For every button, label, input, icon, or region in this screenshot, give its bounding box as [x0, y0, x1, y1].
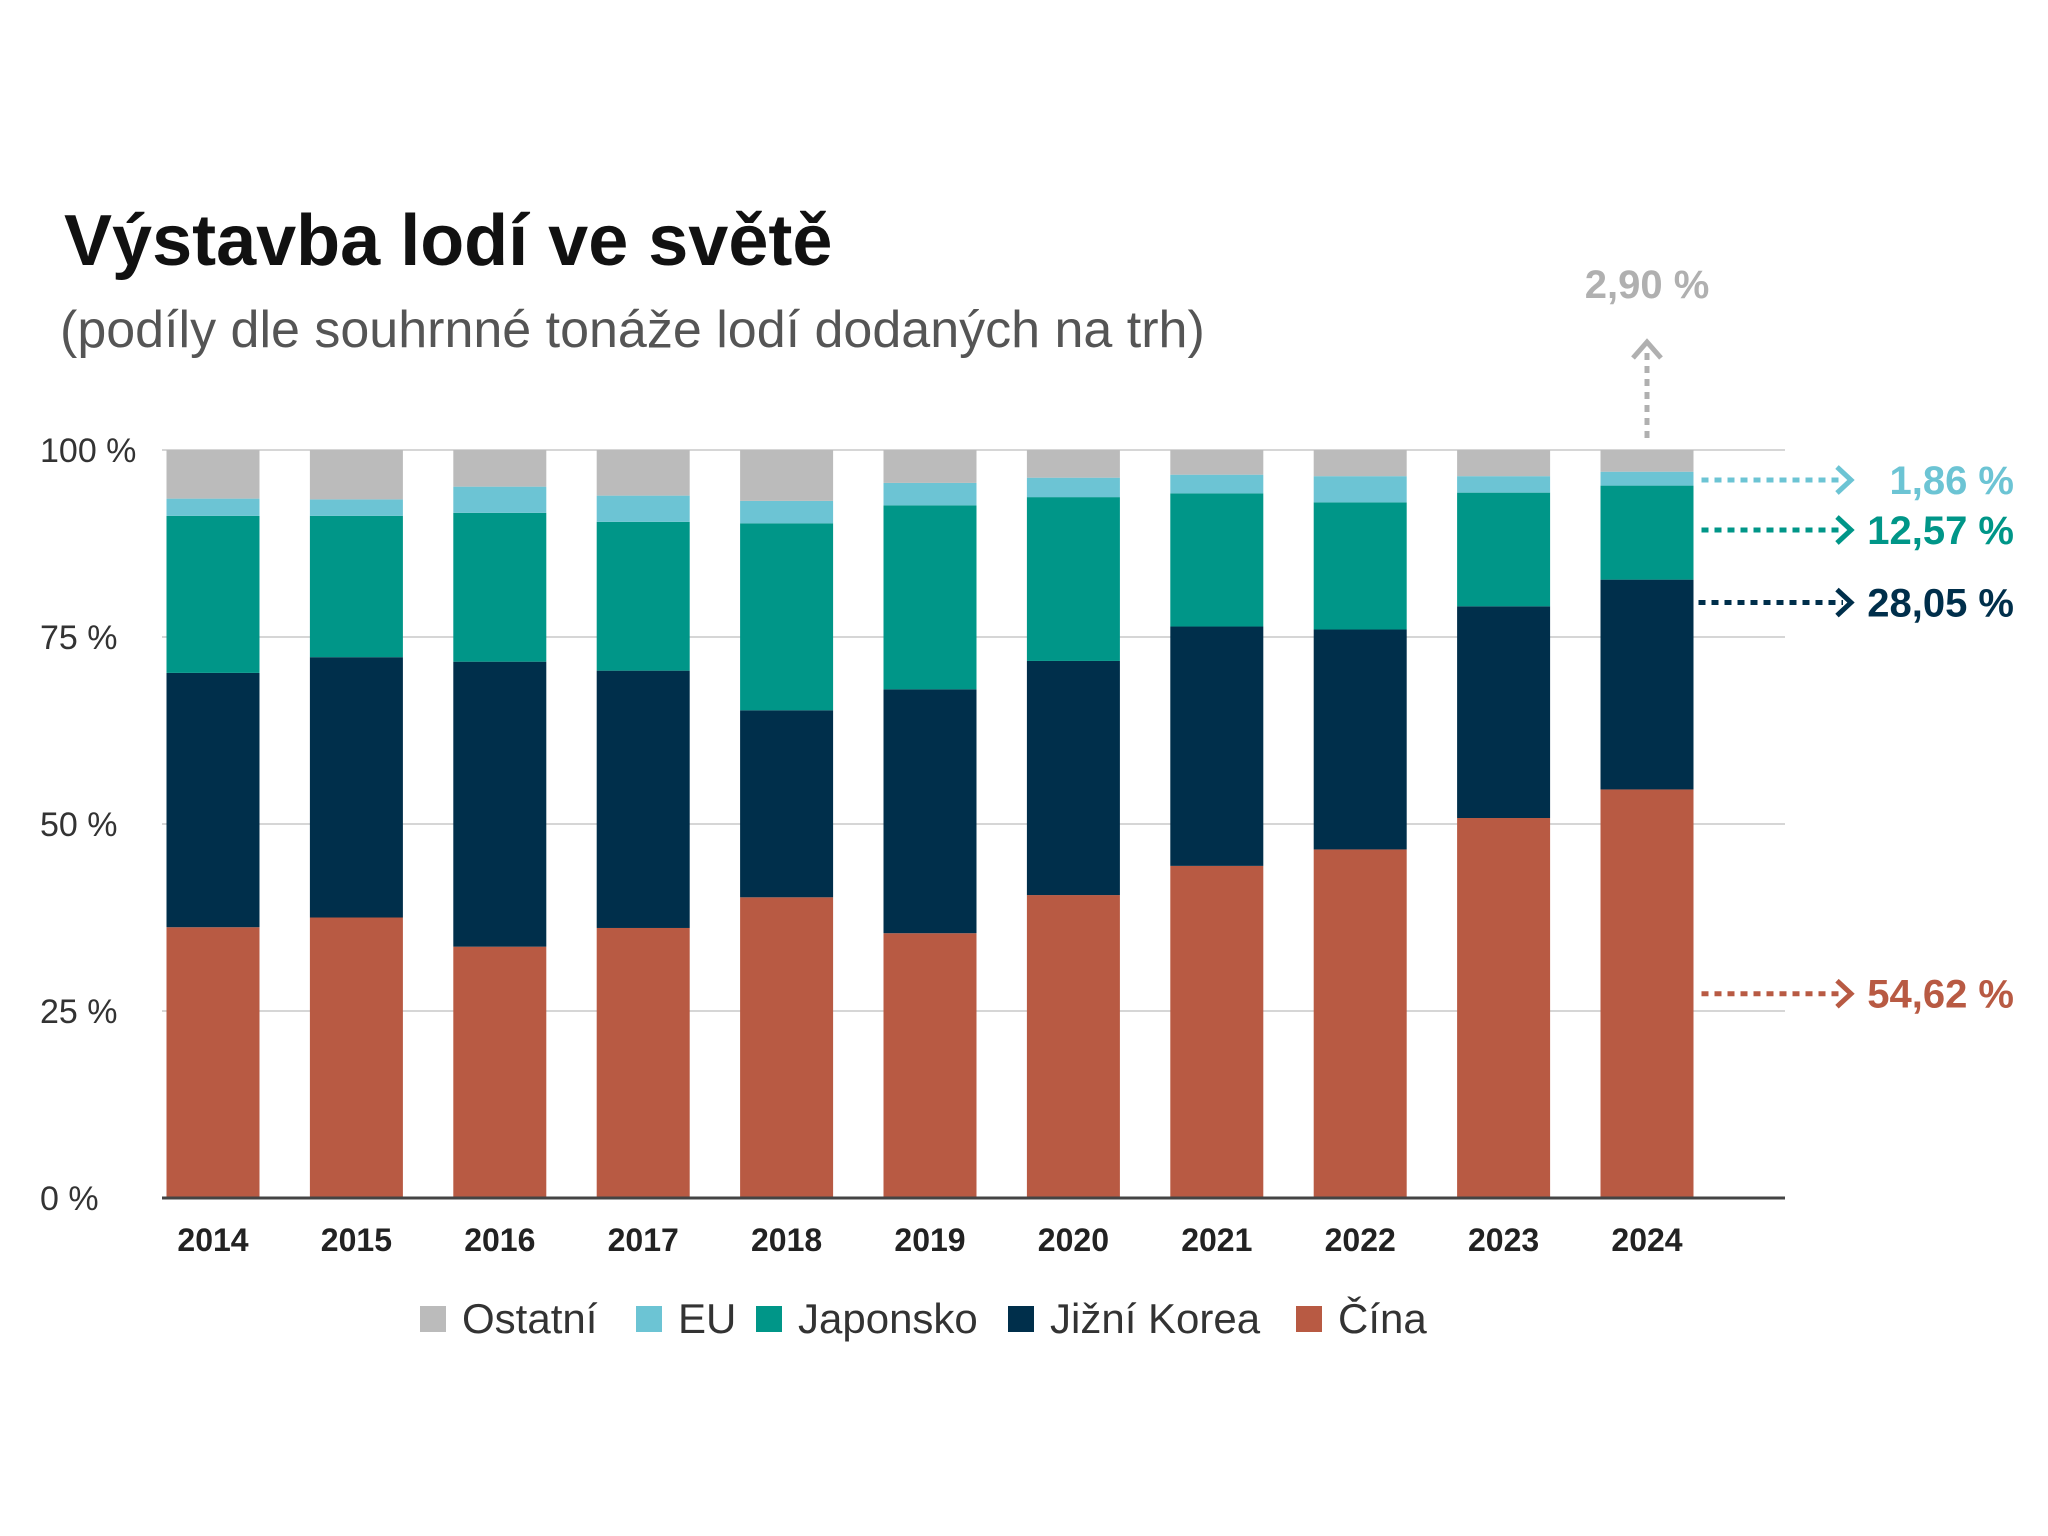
x-tick-label: 2018 [751, 1222, 822, 1258]
x-tick-label: 2020 [1038, 1222, 1109, 1258]
bar-segment--na [883, 933, 977, 1198]
annotation-arrowhead [1835, 587, 1855, 618]
bar-segment-eu [883, 482, 977, 506]
x-tick-label: 2023 [1468, 1222, 1539, 1258]
bar-segment-eu [309, 499, 403, 516]
bar-segment--na [740, 897, 834, 1198]
x-tick-label: 2016 [464, 1222, 535, 1258]
legend-label: Japonsko [798, 1295, 978, 1342]
bar-segment-ostatn- [883, 450, 977, 483]
bar-segment-japonsko [1600, 485, 1694, 580]
y-tick-label: 0 % [40, 1180, 99, 1218]
chart-subtitle: (podíly dle souhrnné tonáže lodí dodanýc… [60, 301, 1205, 359]
bar-segment-eu [1170, 474, 1264, 494]
y-tick-label: 100 % [40, 432, 136, 470]
bar-segment-eu [1313, 476, 1407, 503]
bar-segment-ostatn- [1313, 450, 1407, 477]
x-tick-label: 2015 [321, 1222, 392, 1258]
annotation-label: 1,86 % [1889, 459, 2014, 503]
bar-segment-ji-n-korea [883, 689, 977, 934]
bar-segment--na [309, 917, 403, 1198]
bar-segment-eu [740, 500, 834, 524]
bar-segment-japonsko [883, 505, 977, 690]
bar-segment--na [1600, 789, 1694, 1198]
bar-segment-japonsko [1026, 497, 1120, 661]
legend-label: Čína [1338, 1295, 1427, 1342]
bar-segment--na [1457, 818, 1551, 1198]
bar-segment-ji-n-korea [1026, 660, 1120, 896]
bar-segment--na [1026, 895, 1120, 1198]
annotation-arrowhead [1835, 515, 1855, 545]
bar-segment-ji-n-korea [309, 657, 403, 918]
bar-segment-japonsko [596, 521, 690, 671]
bar-segment-ji-n-korea [1313, 629, 1407, 850]
x-tick-label: 2014 [177, 1222, 248, 1258]
bar-segment--na [1313, 849, 1407, 1198]
annotation-arrowhead [1835, 465, 1855, 495]
bar-segment-eu [596, 495, 690, 522]
legend-label: Ostatní [462, 1295, 598, 1342]
bar-segment-japonsko [1313, 502, 1407, 630]
x-tick-label: 2021 [1181, 1222, 1252, 1258]
bar-segment-japonsko [453, 512, 547, 662]
y-tick-label: 25 % [40, 993, 118, 1031]
bar-segment-ostatn- [1600, 450, 1694, 472]
bar-segment-eu [1026, 477, 1120, 498]
legend-swatch [1008, 1306, 1034, 1332]
bar-segment-ji-n-korea [1170, 626, 1264, 866]
bar-segment-japonsko [166, 515, 260, 673]
bar-segment-ji-n-korea [453, 661, 547, 947]
bar-segment-japonsko [309, 515, 403, 658]
bar-segment-ji-n-korea [596, 670, 690, 928]
annotation-arrowhead [1835, 978, 1855, 1009]
legend-label: Jižní Korea [1050, 1295, 1261, 1342]
y-tick-label: 75 % [40, 619, 118, 657]
annotation-label: 54,62 % [1867, 973, 2014, 1017]
bar-segment-ostatn- [1457, 450, 1551, 477]
bar-segment-ostatn- [166, 450, 260, 499]
bar-segment-eu [453, 486, 547, 513]
y-tick-label: 50 % [40, 806, 118, 844]
bar-segment-ji-n-korea [1600, 579, 1694, 790]
x-tick-label: 2019 [894, 1222, 965, 1258]
bar-segment-eu [1457, 476, 1551, 493]
bar-segment-ostatn- [596, 450, 690, 496]
annotation-label: 2,90 % [1585, 263, 1710, 307]
bar-segment-eu [166, 498, 260, 516]
bar-segment--na [453, 946, 547, 1198]
legend-swatch [756, 1306, 782, 1332]
legend-label: EU [678, 1295, 736, 1342]
bar-segment-japonsko [1457, 492, 1551, 607]
bar-segment-ji-n-korea [166, 672, 260, 928]
legend-swatch [420, 1306, 446, 1332]
bar-segment-ostatn- [740, 450, 834, 501]
annotation-label: 12,57 % [1867, 509, 2014, 553]
bar-segment-ostatn- [309, 450, 403, 500]
bar-segment-ostatn- [1170, 450, 1264, 475]
legend-swatch [1296, 1306, 1322, 1332]
bar-segment-ji-n-korea [1457, 606, 1551, 819]
bar-segment-ji-n-korea [740, 710, 834, 898]
bar-segment-ostatn- [453, 450, 547, 487]
legend-swatch [636, 1306, 662, 1332]
bar-segment--na [596, 927, 690, 1198]
x-tick-label: 2022 [1325, 1222, 1396, 1258]
bar-segment-japonsko [740, 523, 834, 711]
bar-segment-eu [1600, 471, 1694, 486]
bar-segment--na [1170, 865, 1264, 1198]
x-tick-label: 2024 [1611, 1222, 1682, 1258]
bar-segment--na [166, 927, 260, 1198]
x-tick-label: 2017 [608, 1222, 679, 1258]
annotation-arrowhead [1631, 338, 1663, 360]
bar-segment-japonsko [1170, 493, 1264, 627]
chart-title: Výstavba lodí ve světě [64, 201, 833, 281]
annotation-label: 28,05 % [1867, 582, 2014, 626]
bar-segment-ostatn- [1026, 450, 1120, 478]
